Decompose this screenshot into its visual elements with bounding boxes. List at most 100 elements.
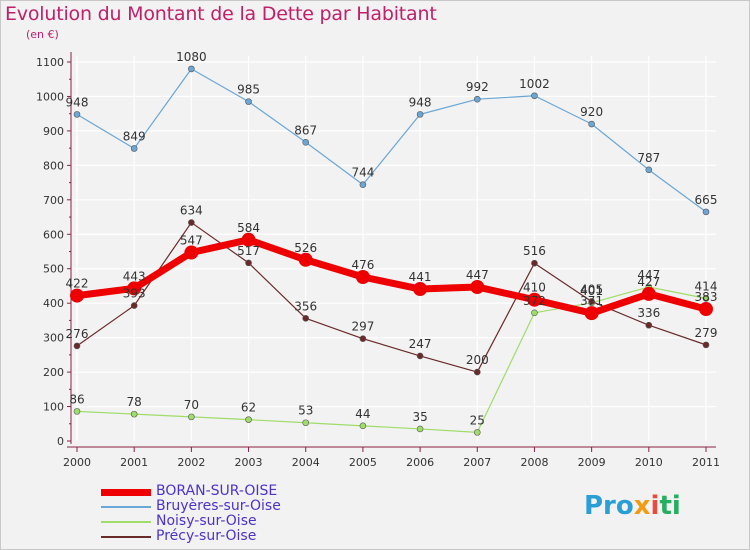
data-label-2: 447: [637, 268, 660, 282]
data-point-0: [355, 269, 370, 284]
series-line-2: [76, 286, 707, 433]
data-point-3: [73, 342, 81, 350]
data-label-3: 297: [351, 320, 374, 334]
data-label-0: 447: [466, 268, 489, 282]
y-tick-label: 900: [43, 125, 64, 138]
data-label-2: 86: [69, 392, 84, 406]
y-tick-label: 600: [43, 228, 64, 241]
y-tick-label: 200: [43, 366, 64, 379]
data-label-2: 372: [523, 294, 546, 308]
x-tick-label: 2005: [349, 456, 377, 469]
line-chart: 0 100 200 300 400 500 600 700 800 900 1000 1100 2000…: [36, 50, 720, 469]
data-label-3: 356: [294, 299, 317, 313]
x-tick-label: 2008: [520, 456, 548, 469]
data-label-2: 414: [695, 279, 718, 293]
y-tick-label: 400: [43, 297, 64, 310]
legend-label-bruyeres: Bruyères-sur-Oise: [156, 498, 281, 514]
plot-area: [67, 56, 716, 441]
data-label-1: 948: [66, 95, 89, 109]
data-point-1: [359, 181, 367, 188]
data-point-0: [127, 281, 142, 296]
x-tick-label: 2003: [235, 456, 263, 469]
data-label-1: 1080: [176, 50, 207, 64]
brand-part-2: x: [633, 491, 651, 521]
data-point-1: [645, 166, 653, 174]
data-point-0: [413, 282, 428, 297]
x-tick-label: 2007: [463, 456, 491, 469]
y-tick-label: 100: [43, 401, 64, 414]
data-label-0: 422: [66, 277, 89, 291]
data-point-3: [245, 259, 252, 267]
data-label-1: 787: [637, 151, 660, 165]
data-label-0: 441: [409, 270, 432, 284]
data-label-0: 526: [294, 241, 317, 255]
data-label-1: 849: [123, 129, 146, 143]
data-label-1: 948: [409, 95, 432, 109]
data-label-2: 35: [412, 410, 427, 424]
data-label-3: 200: [466, 353, 489, 367]
data-point-1: [245, 98, 252, 105]
data-point-3: [416, 352, 424, 360]
data-point-3: [302, 315, 310, 322]
data-label-0: 410: [523, 281, 546, 295]
chart-title: Evolution du Montant de la Dette par Hab…: [5, 3, 437, 25]
series-line-3: [76, 221, 707, 373]
x-tick-label: 2004: [292, 456, 320, 469]
data-point-0: [641, 286, 656, 301]
data-label-2: 78: [127, 395, 142, 409]
y-tick-label: 0: [57, 435, 64, 448]
data-label-2: 70: [184, 398, 199, 412]
brand-logo: Proxiti: [584, 491, 681, 521]
data-point-3: [188, 219, 195, 226]
data-label-3: 279: [695, 326, 718, 340]
data-label-3: 247: [409, 337, 432, 351]
series-line-0: [76, 236, 707, 317]
data-point-2: [130, 410, 138, 418]
data-label-1: 992: [466, 80, 489, 94]
data-point-1: [302, 138, 310, 146]
data-point-0: [584, 306, 599, 321]
data-point-0: [184, 245, 199, 260]
data-point-2: [302, 419, 310, 427]
data-point-1: [130, 145, 138, 152]
data-label-0: 476: [351, 258, 374, 272]
y-tick-label: 700: [43, 194, 64, 207]
data-point-2: [416, 425, 424, 433]
data-point-1: [588, 120, 595, 128]
data-label-2: 44: [355, 407, 370, 421]
data-label-3: 276: [66, 327, 89, 341]
data-label-layer: 422 443 547 584 526 476 441 447 410 371 427 383 948 8…: [66, 50, 718, 427]
data-point-3: [473, 368, 481, 376]
y-tick-label: 500: [43, 263, 64, 276]
legend: BORAN-SUR-OISE Bruyères-sur-Oise Noisy-s…: [101, 483, 341, 544]
data-point-2: [531, 309, 538, 317]
data-label-3: 634: [180, 204, 203, 218]
legend-swatch-noisy: [101, 521, 151, 523]
x-tick-label: 2010: [635, 456, 663, 469]
series-line-1: [76, 68, 707, 213]
data-label-2: 401: [580, 284, 603, 298]
data-point-0: [699, 302, 713, 317]
data-point-1: [473, 95, 481, 103]
data-label-3: 336: [637, 306, 660, 320]
y-tick-label: 300: [43, 332, 64, 345]
data-point-2: [359, 422, 367, 430]
x-tick-label: 2006: [406, 456, 434, 469]
data-point-3: [702, 341, 710, 349]
data-point-2: [188, 413, 195, 421]
x-tick-label: 2009: [578, 456, 606, 469]
x-tick-label: 2002: [177, 456, 205, 469]
legend-swatch-boran: [101, 489, 151, 496]
legend-item-noisy: Noisy-sur-Oise: [101, 513, 341, 529]
legend-label-precy: Précy-sur-Oise: [156, 528, 257, 544]
data-label-0: 371: [580, 294, 603, 308]
data-point-1: [188, 65, 195, 73]
axis-layer: 0 100 200 300 400 500 600 700 800 900 1000 1100 2000…: [36, 52, 720, 469]
data-label-0: 383: [695, 290, 718, 304]
data-label-0: 584: [237, 221, 260, 235]
data-point-2: [245, 416, 252, 423]
data-label-2: 25: [470, 413, 485, 427]
data-label-1: 920: [580, 105, 603, 119]
data-point-3: [359, 335, 367, 342]
